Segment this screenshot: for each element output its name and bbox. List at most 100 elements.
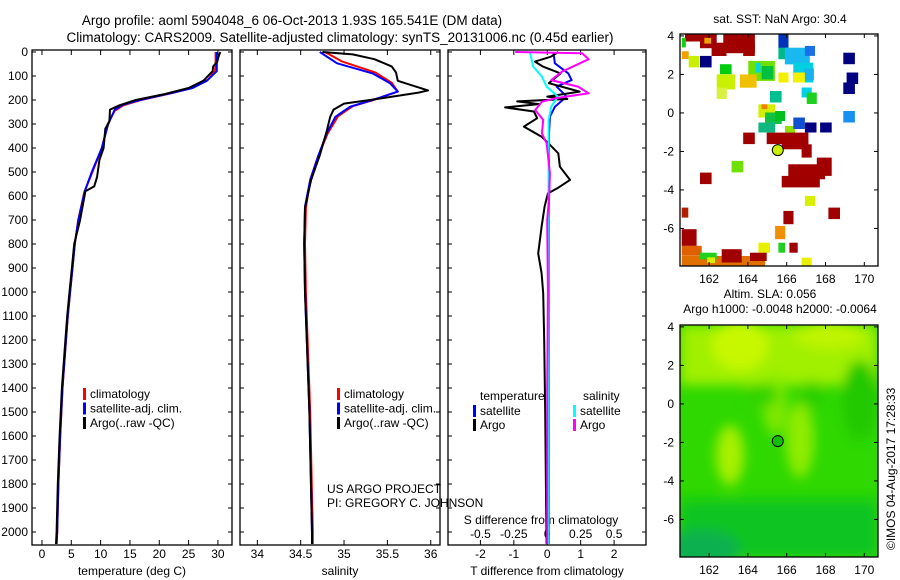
y-tick-label: 1400 bbox=[1, 381, 28, 395]
y-tick-label: 1900 bbox=[1, 501, 28, 515]
sst-cell bbox=[778, 47, 789, 60]
sla-map-panel: 162 164 166 168 170 4 2 0 -2 -4 -6 Altim. SLA: 0.05… bbox=[663, 287, 879, 577]
legend-swatch bbox=[83, 417, 86, 429]
lat-tick-label: -4 bbox=[663, 474, 674, 488]
sst-cell bbox=[766, 132, 809, 145]
sst-cell bbox=[681, 51, 689, 59]
x-tick-label: 34 bbox=[251, 547, 265, 561]
x-tick-label: 20 bbox=[153, 547, 167, 561]
lon-tick-label: 162 bbox=[699, 272, 719, 286]
x-tick-label: 25 bbox=[182, 547, 196, 561]
legend-label: Argo bbox=[580, 418, 606, 432]
sst-cell bbox=[681, 245, 702, 256]
sst-cell bbox=[681, 229, 697, 246]
y-tick-label: 100 bbox=[8, 69, 28, 83]
sst-cell bbox=[785, 126, 796, 136]
legend-swatch bbox=[337, 388, 340, 400]
profile-location-marker bbox=[771, 144, 784, 157]
map-title: sat. SST: NaN Argo: 30.4 bbox=[713, 12, 847, 26]
legend-label: climatology bbox=[90, 387, 150, 401]
imos-timestamp: ©IMOS 04-Aug-2017 17:28:33 bbox=[884, 387, 898, 550]
difference-profile-panel: -2 -1 0 1 2 T difference from climatology -0.5… bbox=[447, 49, 647, 578]
sst-cell bbox=[801, 144, 812, 158]
sst-cell bbox=[783, 210, 794, 225]
y-tick-label: 1000 bbox=[1, 285, 28, 299]
sst-cell bbox=[743, 132, 755, 145]
sst-cell bbox=[801, 257, 812, 266]
x-tick-label: -1 bbox=[508, 547, 519, 561]
sst-cell bbox=[700, 252, 717, 260]
legend-label: satellite-adj. clim. bbox=[344, 402, 436, 416]
lat-tick-label: 2 bbox=[667, 67, 674, 81]
lon-tick-label: 168 bbox=[815, 563, 835, 577]
sst-cell bbox=[846, 72, 859, 84]
legend-swatch bbox=[473, 419, 476, 431]
sst-cell bbox=[843, 82, 855, 94]
legend-swatch bbox=[83, 402, 86, 415]
map-title: Altim. SLA: 0.056 bbox=[724, 287, 817, 301]
series-line-argo-raw-qc- bbox=[55, 51, 222, 545]
series-group bbox=[504, 51, 590, 545]
legend-group-title: temperature bbox=[480, 389, 545, 403]
plot-frame bbox=[239, 49, 441, 546]
legend-label: satellite bbox=[580, 404, 621, 418]
sst-cell bbox=[731, 160, 744, 173]
sst-cell bbox=[778, 242, 785, 253]
plot-frame bbox=[31, 49, 233, 546]
legend-swatch bbox=[337, 417, 340, 429]
sst-cell bbox=[778, 72, 789, 83]
sst-cell bbox=[793, 117, 805, 129]
sst-cell bbox=[765, 112, 782, 124]
sst-cell bbox=[804, 195, 815, 206]
lat-tick-label: 0 bbox=[667, 106, 674, 120]
temperature-profile-panel: 0100200300400500600700800900100011001200… bbox=[1, 45, 233, 578]
lat-tick-label: 4 bbox=[667, 29, 674, 43]
profile-location-marker bbox=[771, 435, 784, 448]
sst-cell bbox=[716, 74, 736, 90]
sst-cell bbox=[758, 242, 770, 253]
figure-title-line1: Argo profile: aoml 5904048_6 06-Oct-2013… bbox=[82, 13, 502, 28]
sst-cell bbox=[775, 111, 786, 121]
sst-cell bbox=[750, 252, 767, 261]
x-tick-label: 10 bbox=[94, 547, 108, 561]
sst-cell bbox=[761, 104, 768, 110]
lat-tick-label: -6 bbox=[663, 512, 674, 526]
x-tick-label: 36 bbox=[424, 547, 438, 561]
y-tick-label: 400 bbox=[8, 141, 28, 155]
lat-tick-label: -2 bbox=[663, 435, 674, 449]
x-tick-label: 30 bbox=[211, 547, 225, 561]
sst-cell bbox=[789, 242, 798, 253]
lon-tick-label: 166 bbox=[777, 563, 797, 577]
y-tick-label: 2000 bbox=[1, 525, 28, 539]
sst-cell bbox=[688, 55, 700, 68]
pi-label: PI: GREGORY C. JOHNSON bbox=[327, 496, 483, 510]
x-axis-label: temperature (deg C) bbox=[78, 564, 186, 578]
figure-title-line2: Climatology: CARS2009. Satellite-adjuste… bbox=[66, 30, 613, 45]
sst-cell bbox=[739, 74, 757, 88]
sst-cell bbox=[804, 45, 815, 56]
lon-tick-label: 170 bbox=[854, 272, 874, 286]
lat-tick-label: -4 bbox=[663, 183, 674, 197]
x-tick-label: 34.5 bbox=[289, 547, 313, 561]
s-tick-label: -0.25 bbox=[500, 527, 528, 541]
sst-cell bbox=[784, 47, 810, 65]
sst-cell bbox=[720, 64, 732, 75]
legend-swatch bbox=[573, 405, 576, 417]
sst-cell bbox=[843, 52, 855, 65]
lon-tick-label: 168 bbox=[815, 272, 835, 286]
sst-cell bbox=[700, 172, 712, 185]
sst-cell bbox=[828, 207, 840, 220]
lat-tick-label: 0 bbox=[667, 397, 674, 411]
x-tick-label: 35 bbox=[337, 547, 351, 561]
sst-cell bbox=[758, 122, 776, 133]
series-group bbox=[303, 51, 430, 544]
lat-tick-label: -6 bbox=[663, 221, 674, 235]
series-line-s-argo bbox=[515, 51, 590, 544]
sst-cell bbox=[685, 34, 709, 42]
sst-cell bbox=[721, 249, 742, 263]
x-tick-label: 15 bbox=[123, 547, 137, 561]
sst-cell bbox=[743, 42, 755, 56]
x-tick-label: 0 bbox=[39, 547, 46, 561]
s-tick-label: 0.25 bbox=[569, 527, 593, 541]
sst-cell bbox=[704, 37, 712, 44]
